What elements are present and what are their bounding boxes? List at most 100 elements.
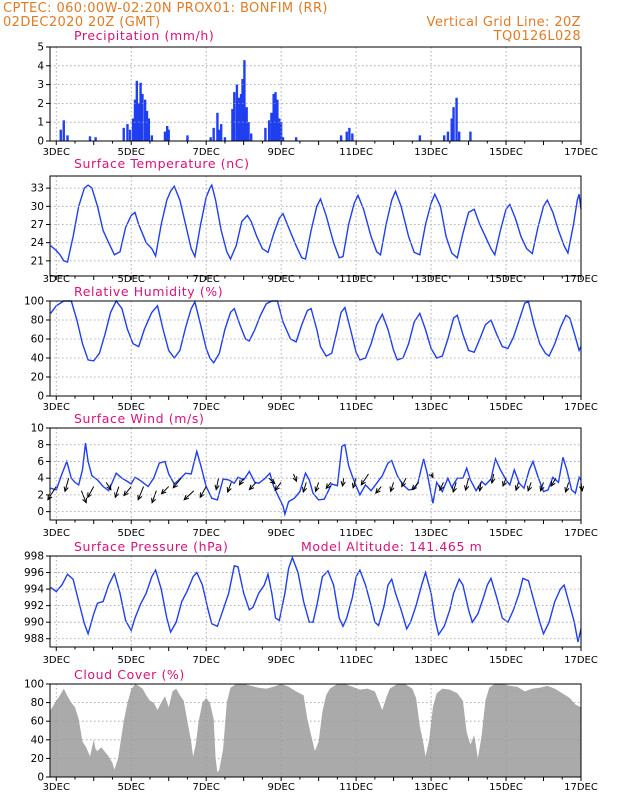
x-tick-label: 15DEC (489, 402, 523, 413)
y-tick-label: 30 (31, 201, 44, 213)
x-tick-label: 9DEC (267, 655, 294, 666)
wind-vector-head (302, 486, 308, 494)
precip-bar (348, 127, 351, 141)
panel-title-cloud: Cloud Cover (%) (74, 667, 185, 682)
wind-vector (360, 473, 369, 486)
precip-bar (455, 97, 458, 141)
x-tick-label: 5DEC (118, 274, 145, 285)
wind-vector (87, 486, 95, 498)
y-tick-label: 60 (31, 334, 44, 346)
x-tick-label: 11DEC (339, 402, 373, 413)
wind-vector-head (490, 478, 496, 485)
wind-vector-head (314, 486, 320, 493)
wind-vector (64, 478, 70, 492)
precip-bar (239, 94, 243, 141)
precip-bar (145, 110, 149, 141)
precip-bar (231, 109, 234, 141)
wind-vector (183, 490, 195, 501)
y-tick-label: 60 (31, 716, 44, 728)
precip-bar (233, 92, 236, 141)
panels: Precipitation (mm/h) 0 1 2 3 4 5 3DEC 5DEC 7DEC 9D… (24, 28, 598, 793)
panel-title-wind: Surface Wind (m/s) (74, 411, 204, 426)
wind-vector (352, 478, 357, 488)
wind-vector-head (172, 482, 179, 489)
x-tick-label: 13DEC (414, 655, 448, 666)
header-model-id: TQ0126L028 (493, 29, 581, 44)
wind-vector (479, 482, 482, 491)
precip-bar (452, 107, 455, 141)
wind-vector-head (274, 485, 280, 492)
panel-frame (49, 46, 582, 142)
x-tick-label: 13DEC (414, 782, 448, 793)
header-run-time: 02DEC2020 20Z (GMT) (3, 15, 161, 30)
y-tick-label: 0 (37, 506, 44, 518)
panel-temp: Surface Temperature (nC) 21 24 27 30 33 3DEC 5D… (31, 156, 598, 285)
wind-vector (249, 482, 257, 490)
precip-bar (457, 131, 461, 141)
x-tick-label: 3DEC (43, 528, 70, 539)
wind-vector (105, 482, 112, 490)
precip-bar (247, 122, 250, 141)
precip-bar (276, 99, 279, 141)
precip-bar (272, 94, 275, 141)
x-tick-label: 7DEC (192, 402, 219, 413)
wind-vector-head (151, 497, 157, 504)
precip-bar (267, 120, 271, 141)
wind-vector (151, 490, 157, 503)
y-tick-label: 998 (24, 551, 44, 563)
wind-vector-head (452, 486, 457, 494)
wind-vector-head (428, 472, 434, 479)
wind-vector-head (292, 476, 298, 483)
wind-vector (401, 477, 407, 487)
wind-vector-head (106, 484, 112, 491)
x-tick-label: 15DEC (489, 655, 523, 666)
wind-vector (268, 477, 276, 484)
x-tick-label: 13DEC (414, 402, 448, 413)
panel-title-pres: Surface Pressure (hPa) (74, 539, 228, 554)
y-tick-label: 994 (24, 584, 44, 596)
y-tick-label: 6 (37, 456, 44, 468)
wind-vector-head (439, 485, 445, 492)
y-tick-label: 33 (31, 183, 44, 195)
x-tick-label: 15DEC (489, 528, 523, 539)
precip-bar (294, 137, 298, 141)
precip-bar (243, 60, 246, 141)
x-tick-label: 9DEC (267, 782, 294, 793)
panel-frame (49, 555, 582, 648)
precip-bar (167, 129, 170, 141)
wind-vector-head (411, 484, 417, 491)
panel-pres: Surface Pressure (hPa) 988 990 992 994 996 998… (24, 539, 598, 666)
panel-title-precip: Precipitation (mm/h) (74, 28, 214, 43)
precip-bar (186, 135, 189, 141)
precip-bar (241, 78, 244, 141)
pres-line (50, 555, 582, 643)
y-tick-label: 80 (31, 315, 44, 327)
y-tick-label: 992 (24, 600, 44, 612)
y-tick-label: 80 (31, 697, 44, 709)
y-tick-label: 5 (37, 42, 44, 54)
y-tick-label: 3 (37, 79, 44, 91)
y-tick-label: 996 (24, 567, 44, 579)
panel-title-rh: Relative Humidity (%) (74, 284, 223, 299)
x-tick-label: 17DEC (564, 782, 598, 793)
y-tick-label: 40 (31, 353, 44, 365)
wind-vector-head (183, 494, 190, 501)
wind-vector (239, 477, 245, 486)
precip-bar (147, 118, 151, 141)
x-tick-label: 9DEC (267, 402, 294, 413)
precip-bar (218, 129, 221, 141)
x-tick-label: 9DEC (267, 528, 294, 539)
x-tick-label: 17DEC (564, 402, 598, 413)
wind-vector (375, 486, 382, 494)
y-tick-label: 988 (24, 633, 44, 645)
wind-vector (161, 486, 170, 495)
precip-bar (450, 118, 453, 141)
wind-vector-head (226, 486, 232, 494)
wind-vector-head (578, 485, 585, 492)
panel-precip: Precipitation (mm/h) 0 1 2 3 4 5 3DEC 5DEC 7DEC 9D… (37, 28, 598, 158)
y-tick-label: 40 (31, 734, 44, 746)
x-tick-label: 17DEC (564, 147, 598, 158)
wind-vector-head (325, 483, 331, 490)
precip-bar (249, 133, 253, 141)
x-tick-label: 3DEC (43, 655, 70, 666)
